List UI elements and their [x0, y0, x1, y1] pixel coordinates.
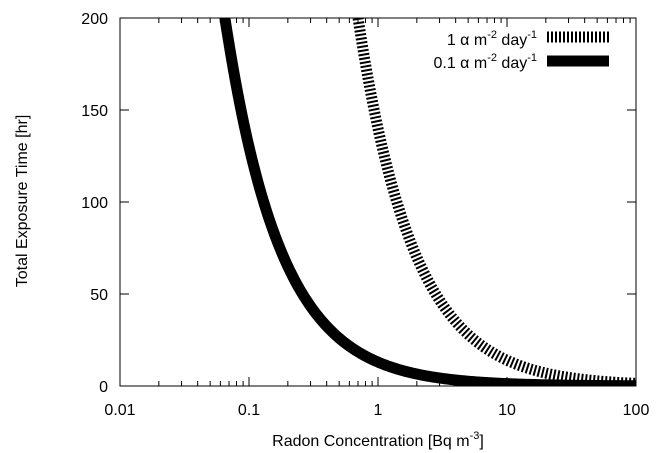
y-tick-label: 150 [81, 103, 108, 120]
series-line-1 [352, 18, 636, 386]
y-tick-label: 50 [90, 287, 108, 304]
x-tick-label: 100 [623, 402, 650, 419]
y-tick-label: 200 [81, 11, 108, 28]
x-tick-label: 0.01 [104, 402, 135, 419]
legend-label-series-2: 0.1 α m-2 day-1 [433, 52, 537, 72]
x-axis-title: Radon Concentration [Bq m-3] [272, 430, 484, 450]
legend-label-series-1: 1 α m-2 day-1 [447, 29, 537, 49]
x-tick-label: 1 [374, 402, 383, 419]
legend-1-sup-1: -2 [487, 29, 497, 41]
x-tick-label: 10 [498, 402, 516, 419]
x-axis-title-main: Radon Concentration [Bq m [272, 433, 469, 450]
legend-2-part-1: 0.1 α m [433, 55, 487, 72]
legend-2-part-2: day [497, 55, 527, 72]
y-axis-title: Total Exposure Time [hr] [14, 115, 31, 288]
legend: 1 α m-2 day-1 0.1 α m-2 day-1 [433, 29, 609, 72]
y-tick-label: 100 [81, 195, 108, 212]
legend-2-sup-2: -1 [527, 52, 537, 64]
x-axis-title-sup: -3 [470, 430, 480, 442]
legend-1-part-1: 1 α m [447, 32, 487, 49]
legend-1-part-2: day [497, 32, 527, 49]
legend-1-sup-2: -1 [527, 29, 537, 41]
plot-frame [119, 17, 637, 387]
x-axis-title-end: ] [479, 433, 483, 450]
y-tick-label: 0 [99, 379, 108, 396]
legend-2-sup-1: -2 [487, 52, 497, 64]
x-tick-label: 0.1 [238, 402, 260, 419]
series-line-2 [219, 18, 636, 386]
